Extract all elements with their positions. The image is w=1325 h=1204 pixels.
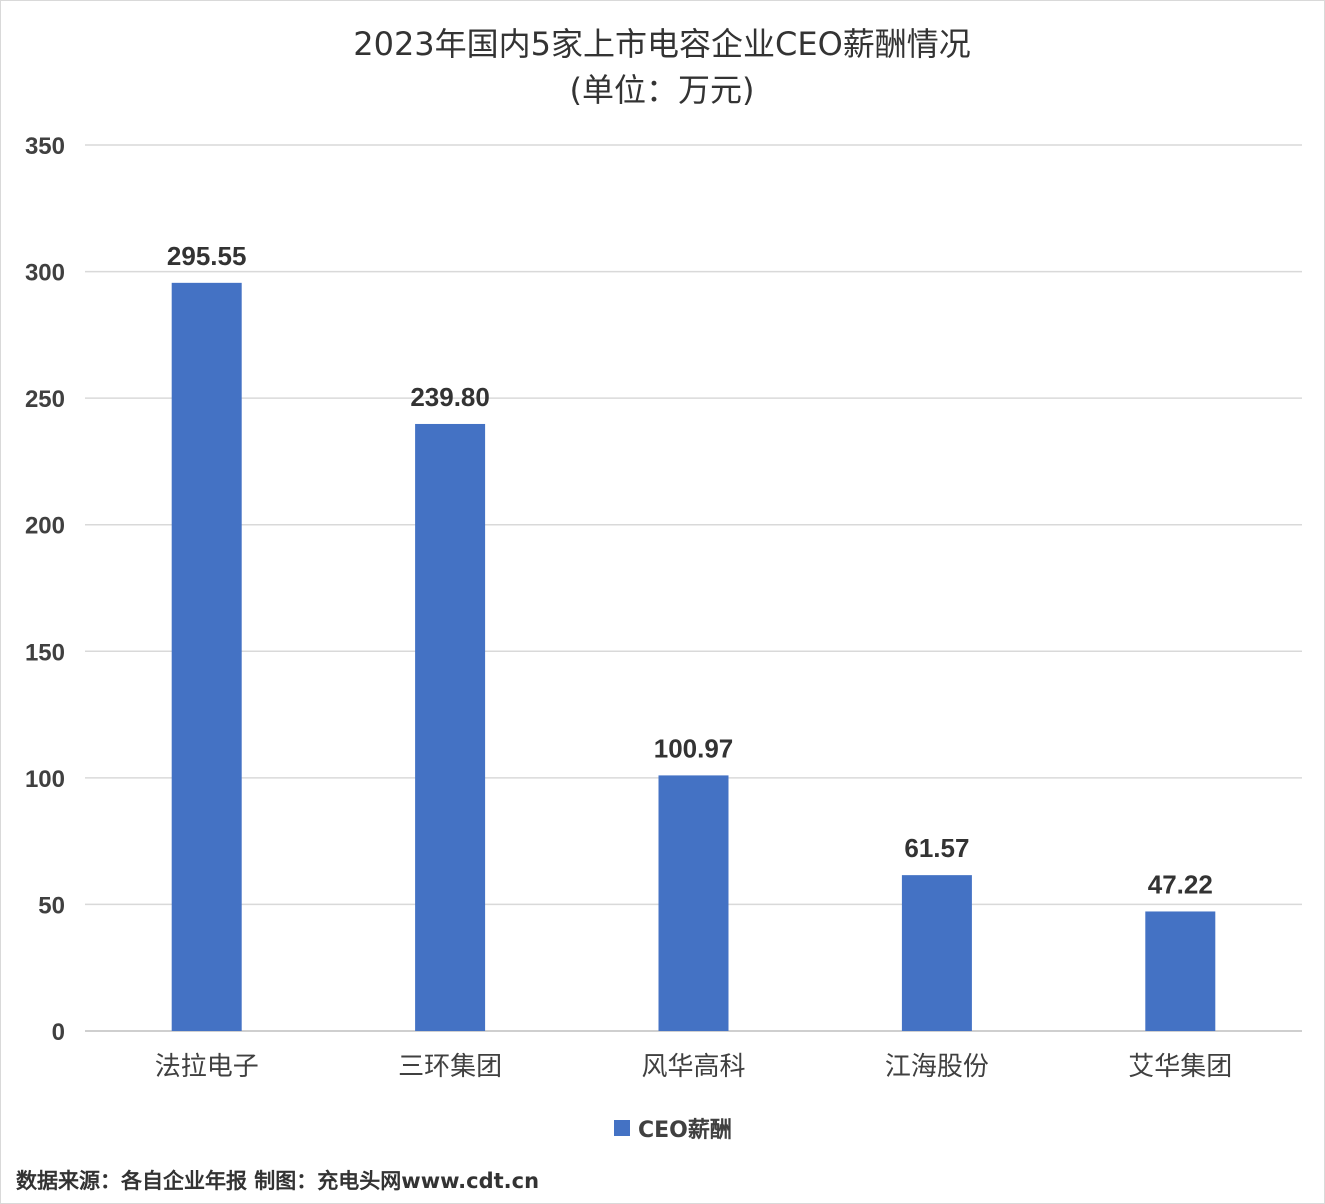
x-category-label: 风华高科 — [641, 1052, 745, 1082]
y-tick-label: 300 — [25, 260, 65, 287]
source-note: 数据来源：各自企业年报 制图：充电头网www.cdt.cn — [16, 1169, 539, 1193]
x-axis-category-labels: 法拉电子 三环集团 风华高科 江海股份 艾华集团 — [155, 1052, 1233, 1082]
y-axis-tick-labels: 0 50 100 150 200 250 300 350 — [25, 133, 65, 1046]
x-category-label: 艾华集团 — [1128, 1052, 1232, 1082]
bar — [171, 282, 242, 1031]
y-tick-label: 200 — [25, 513, 65, 540]
bar-value-label: 239.80 — [410, 382, 490, 412]
bar — [415, 423, 486, 1031]
bar-value-label: 47.22 — [1148, 869, 1213, 899]
y-tick-label: 250 — [25, 386, 65, 413]
bar-value-label: 100.97 — [654, 733, 734, 763]
bars — [171, 282, 1216, 1031]
y-tick-label: 350 — [25, 133, 65, 160]
legend-swatch — [614, 1120, 630, 1136]
bar-value-label: 61.57 — [904, 833, 969, 863]
legend-label: CEO薪酬 — [638, 1117, 732, 1143]
chart-subtitle: (单位：万元) — [570, 71, 755, 109]
gridlines — [85, 144, 1302, 1032]
y-tick-label: 150 — [25, 639, 65, 666]
bar — [658, 775, 729, 1031]
y-tick-label: 0 — [52, 1019, 65, 1046]
chart-title: 2023年国内5家上市电容企业CEO薪酬情况 — [353, 25, 971, 63]
bar — [901, 875, 972, 1031]
legend: CEO薪酬 — [614, 1117, 732, 1143]
bar-value-label: 295.55 — [167, 241, 247, 271]
y-tick-label: 100 — [25, 766, 65, 793]
bar — [1145, 911, 1216, 1031]
y-tick-label: 50 — [38, 892, 65, 919]
x-category-label: 法拉电子 — [155, 1052, 259, 1082]
x-category-label: 三环集团 — [398, 1052, 502, 1082]
x-category-label: 江海股份 — [885, 1052, 989, 1082]
bar-value-labels: 295.55 239.80 100.97 61.57 47.22 — [167, 241, 1213, 900]
